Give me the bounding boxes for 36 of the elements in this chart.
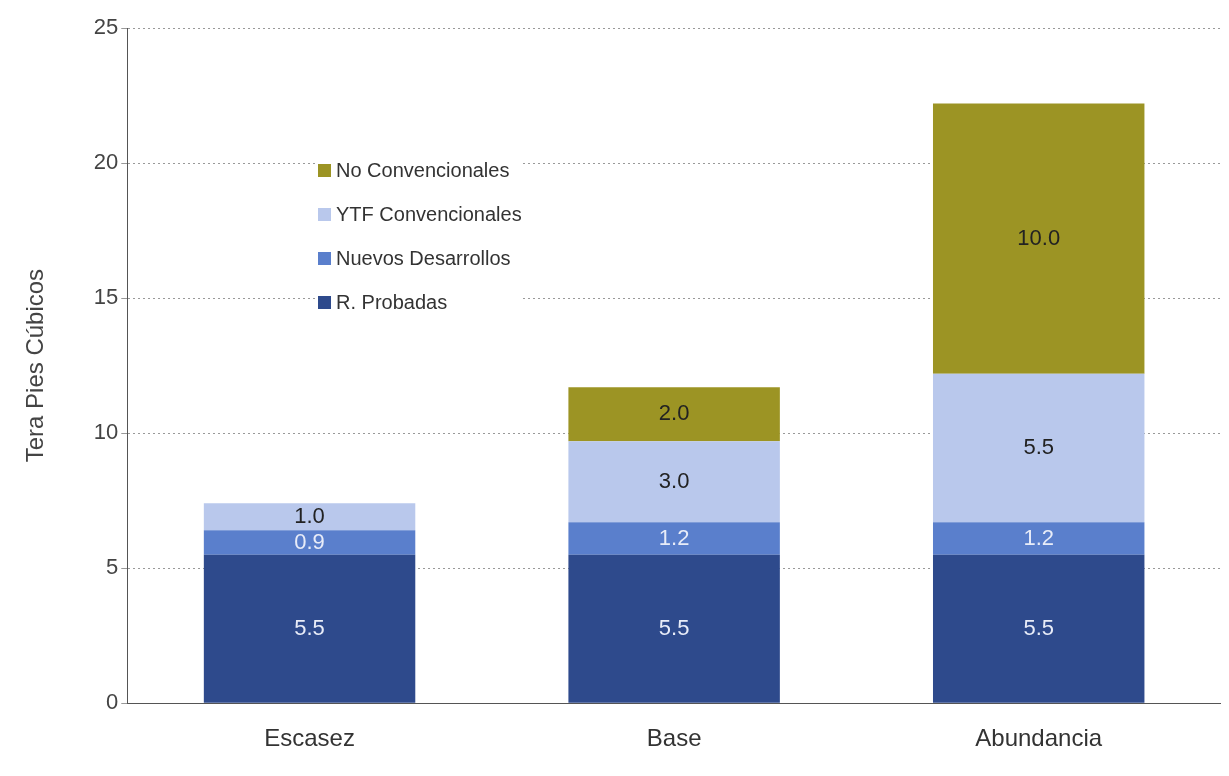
legend-label: Nuevos Desarrollos (336, 246, 511, 270)
legend-label: R. Probadas (336, 290, 448, 314)
x-tick-label: Escasez (264, 724, 355, 752)
bar (932, 103, 1145, 374)
y-tick-label: 10 (93, 419, 119, 445)
data-label: 1.0 (294, 502, 325, 528)
y-tick-label: 0 (106, 689, 119, 715)
bar (568, 387, 780, 442)
bar (932, 373, 1145, 523)
x-tick-label: Base (646, 724, 702, 752)
bar (203, 503, 416, 531)
bar (932, 554, 1145, 703)
y-tick-label: 25 (93, 14, 119, 40)
data-label: 0.9 (294, 528, 325, 554)
data-label: 1.2 (1023, 524, 1055, 550)
bar (203, 554, 416, 703)
bar (932, 522, 1145, 555)
y-tick-label: 5 (106, 554, 119, 580)
bar (568, 441, 780, 523)
data-label: 5.5 (1023, 434, 1055, 460)
data-label: 1.2 (658, 524, 690, 550)
bar (568, 522, 780, 555)
data-label: 10.0 (1017, 224, 1061, 250)
x-tick-label: Abundancia (975, 724, 1103, 752)
legend-label: YTF Convencionales (336, 202, 522, 226)
bar (568, 554, 780, 703)
legend-label: No Convencionales (336, 158, 510, 182)
data-label: 2.0 (658, 400, 690, 426)
bar (203, 530, 416, 555)
y-tick-label: 20 (93, 149, 119, 175)
data-label: 5.5 (1023, 614, 1055, 640)
data-label: 5.5 (658, 614, 690, 640)
y-tick-label: 15 (93, 284, 119, 310)
data-label: 5.5 (294, 614, 325, 640)
y-axis-title: Tera Pies Cúbicos (21, 268, 49, 463)
data-label: 3.0 (658, 467, 690, 493)
